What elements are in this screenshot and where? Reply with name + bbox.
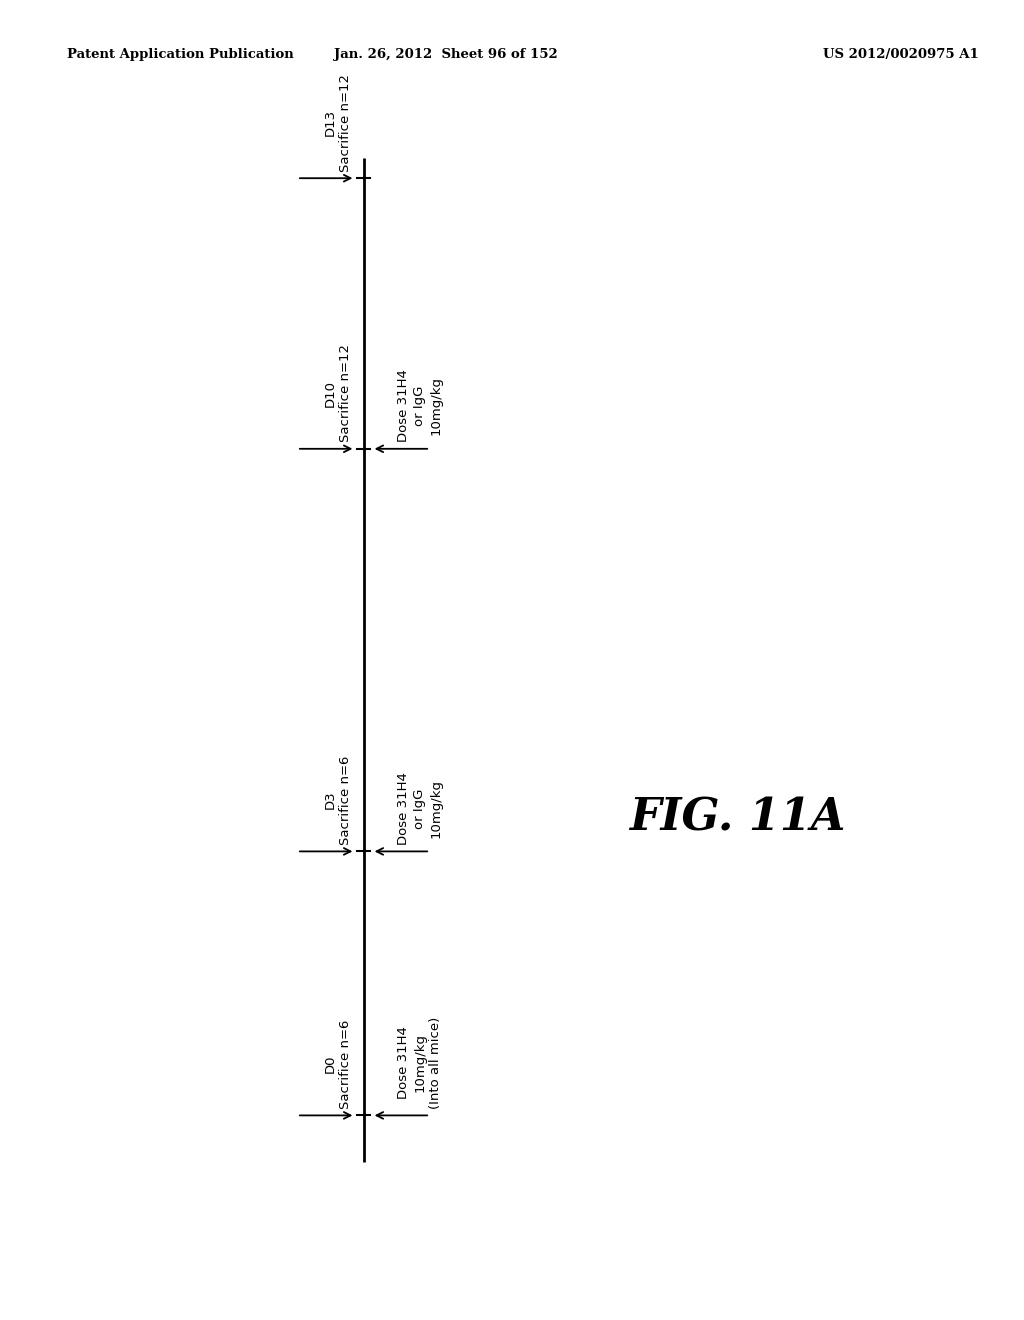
Text: Dose 31H4
or IgG
10mg/kg: Dose 31H4 or IgG 10mg/kg [397,772,442,845]
Text: Patent Application Publication: Patent Application Publication [67,48,293,61]
Text: US 2012/0020975 A1: US 2012/0020975 A1 [823,48,979,61]
Text: Dose 31H4
10mg/kg
(Into all mice): Dose 31H4 10mg/kg (Into all mice) [397,1016,442,1109]
Text: Jan. 26, 2012  Sheet 96 of 152: Jan. 26, 2012 Sheet 96 of 152 [334,48,557,61]
Text: D10
Sacrifice n=12: D10 Sacrifice n=12 [324,345,352,442]
Text: Dose 31H4
or IgG
10mg/kg: Dose 31H4 or IgG 10mg/kg [397,370,442,442]
Text: D13
Sacrifice n=12: D13 Sacrifice n=12 [324,74,352,172]
Text: D3
Sacrifice n=6: D3 Sacrifice n=6 [324,755,352,845]
Text: FIG. 11A: FIG. 11A [629,797,846,840]
Text: D0
Sacrifice n=6: D0 Sacrifice n=6 [324,1019,352,1109]
